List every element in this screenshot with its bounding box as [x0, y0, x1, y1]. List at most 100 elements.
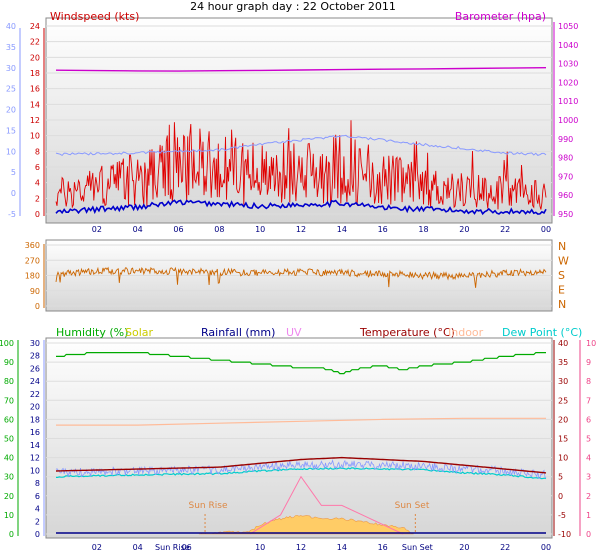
wind-gust-line [55, 120, 547, 210]
blue-tick-label: 5 [11, 168, 16, 177]
sunset-annotation: Sun Set [395, 501, 430, 511]
baro-tick-label: 1030 [558, 60, 578, 69]
x-tick-label: 10 [255, 543, 265, 552]
legend-uv: UV [286, 326, 302, 339]
direction-tick-label: 0 [35, 302, 40, 311]
blue-tick-label: 35 [6, 43, 16, 52]
blue-tick-label: 25 [6, 85, 16, 94]
x-tick-label: Sun Set [402, 543, 433, 552]
temperature-tick-label: -5 [558, 511, 566, 520]
x-tick-label: 16 [378, 225, 388, 234]
x-tick-label: 02 [92, 543, 102, 552]
blue-tick-label: 15 [6, 126, 16, 135]
direction-tick-label: 360 [25, 241, 40, 250]
baro-tick-label: 960 [558, 191, 573, 200]
humidity-tick-label: 90 [4, 358, 14, 367]
rain-tick-label: 16 [30, 428, 40, 437]
rain-tick-label: 30 [30, 339, 40, 348]
temperature-tick-label: 0 [558, 492, 563, 501]
baro-tick-label: 1050 [558, 22, 578, 31]
wind-tick-label: 4 [35, 179, 40, 188]
x-tick-label: 12 [296, 543, 306, 552]
temperature-tick-label: 20 [558, 415, 568, 424]
rain-tick-label: 28 [30, 352, 40, 361]
blue-tick-label: -5 [8, 210, 16, 219]
uv-tick-label: 4 [586, 454, 591, 463]
dew-point-line [56, 467, 547, 480]
legend-solar: Solar [125, 326, 154, 339]
temperature-tick-label: 40 [558, 339, 568, 348]
direction-tick-label: 90 [30, 287, 40, 296]
temperature-tick-label: 35 [558, 358, 568, 367]
x-tick-label: 20 [459, 225, 469, 234]
x-tick-label: Sun Rise [155, 543, 190, 552]
humidity-tick-label: 70 [4, 396, 14, 405]
humidity-tick-label: 60 [4, 415, 14, 424]
temperature-tick-label: 30 [558, 377, 568, 386]
baro-tick-label: 1010 [558, 97, 578, 106]
x-tick-label: 16 [378, 543, 388, 552]
rain-tick-label: 10 [30, 466, 40, 475]
blue-tick-label: 10 [6, 147, 16, 156]
indoor-temp-line [56, 417, 546, 426]
sunrise-annotation: Sun Rise [189, 501, 228, 511]
baro-tick-label: 980 [558, 154, 573, 163]
temperature-tick-label: 25 [558, 396, 568, 405]
x-tick-label: 06 [173, 225, 183, 234]
baro-tick-label: 1020 [558, 78, 578, 87]
baro-tick-label: 950 [558, 210, 573, 219]
uv-tick-label: 6 [586, 415, 591, 424]
rain-tick-label: 0 [35, 530, 40, 539]
wind-tick-label: 8 [35, 147, 40, 156]
baro-tick-label: 1040 [558, 41, 578, 50]
wind-tick-label: 18 [30, 69, 40, 78]
rain-tick-label: 24 [30, 377, 40, 386]
wind-tick-label: 20 [30, 53, 40, 62]
wind-direction-line [55, 266, 547, 288]
rain-tick-label: 18 [30, 415, 40, 424]
legend-indoor: Indoor [448, 326, 484, 339]
temperature-tick-label: -10 [558, 530, 571, 539]
uv-tick-label: 10 [586, 339, 596, 348]
temperature-tick-label: 15 [558, 435, 568, 444]
humidity-line [56, 352, 546, 375]
uv-tick-label: 9 [586, 358, 591, 367]
wind-average-line [55, 199, 547, 216]
blue-tick-label: 20 [6, 106, 16, 115]
baro-tick-label: 990 [558, 135, 573, 144]
barometer-line [55, 67, 547, 72]
temperature-tick-label: 5 [558, 473, 563, 482]
blue-tick-label: 40 [6, 22, 16, 31]
blue-tick-label: 0 [11, 189, 16, 198]
rain-tick-label: 4 [35, 505, 40, 514]
legend-humidity: Humidity (%) [56, 326, 128, 339]
temperature-line [55, 456, 547, 474]
wind-tick-label: 14 [30, 100, 40, 109]
rain-tick-label: 2 [35, 517, 40, 526]
baro-tick-label: 1000 [558, 116, 578, 125]
compass-label: S [558, 269, 565, 282]
uv-tick-label: 3 [586, 473, 591, 482]
compass-label: N [558, 298, 566, 311]
x-tick-label: 22 [500, 225, 510, 234]
light-blue-line [55, 134, 547, 157]
humidity-tick-label: 50 [4, 435, 14, 444]
compass-label: N [558, 240, 566, 253]
rain-tick-label: 8 [35, 479, 40, 488]
compass-label: E [558, 284, 565, 297]
x-tick-label: 20 [459, 543, 469, 552]
uv-tick-label: 5 [586, 435, 591, 444]
baro-tick-label: 970 [558, 172, 573, 181]
rain-tick-label: 6 [35, 492, 40, 501]
x-tick-label: 22 [500, 543, 510, 552]
chart-title: 24 hour graph day : 22 October 2011 [190, 0, 396, 13]
temperature-tick-label: 10 [558, 454, 568, 463]
direction-tick-label: 270 [25, 256, 40, 265]
uv-tick-label: 1 [586, 511, 591, 520]
humidity-tick-label: 100 [0, 339, 14, 348]
x-tick-label: 00 [541, 543, 551, 552]
rain-tick-label: 12 [30, 454, 40, 463]
x-tick-label: 02 [92, 225, 102, 234]
uv-line [249, 475, 404, 535]
humidity-tick-label: 20 [4, 492, 14, 501]
